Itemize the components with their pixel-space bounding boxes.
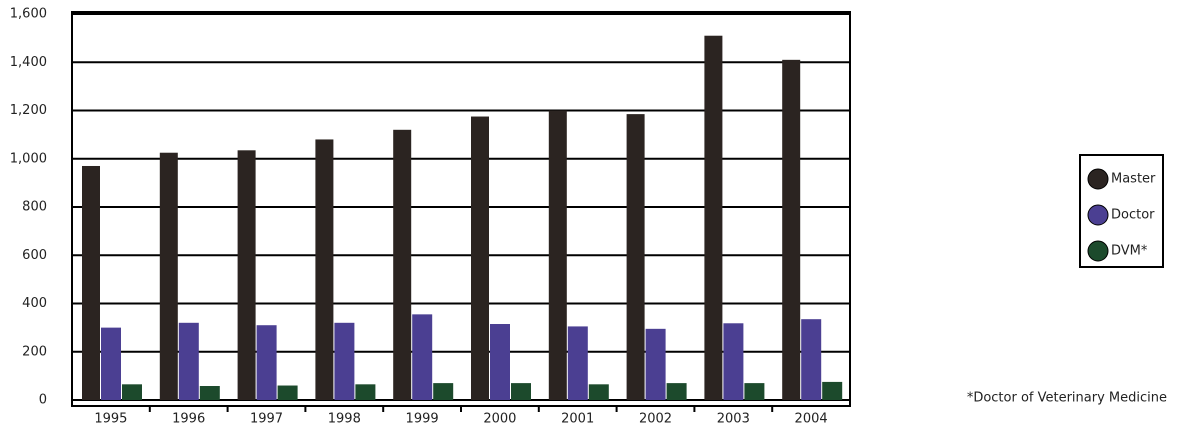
x-tick-label: 2002: [639, 412, 672, 427]
bar: [159, 152, 178, 400]
bar: [393, 129, 412, 401]
bar: [548, 110, 567, 400]
legend-label: DVM*: [1111, 244, 1148, 259]
y-tick-label: 1,400: [10, 55, 47, 70]
bar: [199, 386, 220, 400]
y-tick-label: 800: [22, 200, 47, 215]
bar: [511, 383, 531, 400]
x-tick-label: 1996: [172, 412, 205, 427]
bar: [82, 165, 100, 400]
bar: [666, 383, 687, 400]
legend-label: Doctor: [1111, 208, 1155, 223]
bar: [471, 116, 489, 400]
x-tick-label: 2003: [717, 412, 750, 427]
legend-label: Master: [1111, 172, 1156, 187]
y-tick-label: 0: [39, 393, 47, 408]
bar: [490, 324, 510, 400]
bar: [744, 383, 765, 400]
x-tick-label: 1997: [250, 412, 283, 427]
x-tick-label: 2004: [795, 412, 828, 427]
bar: [315, 139, 334, 400]
bar: [645, 328, 666, 400]
x-tick-label: 1995: [94, 412, 127, 427]
bar: [433, 383, 454, 400]
x-tick-label: 1998: [328, 412, 361, 427]
bar: [723, 323, 744, 400]
bar: [334, 322, 355, 400]
bar: [567, 326, 588, 400]
bar: [704, 35, 723, 401]
bar: [626, 114, 645, 401]
bar: [412, 314, 433, 400]
bar: [237, 150, 256, 400]
x-tick-label: 2000: [483, 412, 516, 427]
bar: [256, 325, 277, 400]
y-tick-label: 200: [22, 344, 47, 359]
bar: [801, 319, 822, 400]
bar: [178, 322, 199, 400]
bar: [782, 59, 801, 401]
bar: [122, 384, 142, 400]
bar: [822, 381, 843, 400]
y-tick-label: 600: [22, 248, 47, 263]
y-tick-label: 400: [22, 296, 47, 311]
legend-marker: [1087, 168, 1109, 190]
x-tick-label: 1999: [406, 412, 439, 427]
legend-marker: [1087, 204, 1109, 226]
y-tick-label: 1,000: [10, 151, 47, 166]
legend-marker: [1087, 240, 1109, 262]
bar: [355, 384, 376, 400]
y-tick-label: 1,600: [10, 7, 47, 22]
bar: [277, 385, 298, 400]
bar: [588, 384, 609, 400]
x-tick-label: 2001: [561, 412, 594, 427]
footnote: *Doctor of Veterinary Medicine: [967, 391, 1167, 406]
bar: [101, 327, 121, 400]
y-tick-label: 1,200: [10, 103, 47, 118]
